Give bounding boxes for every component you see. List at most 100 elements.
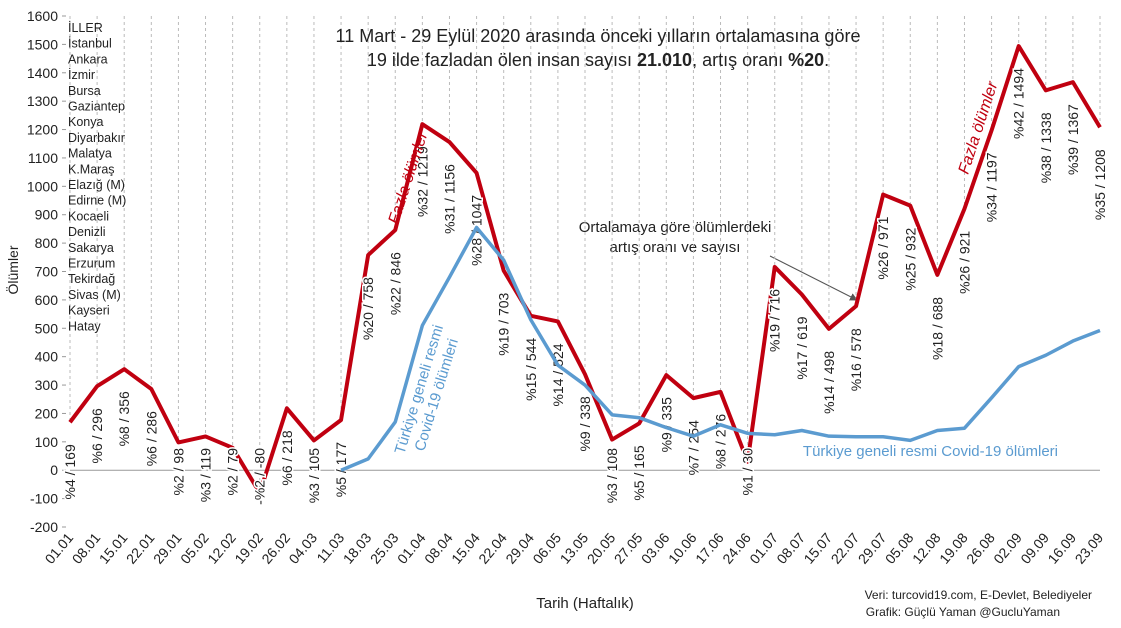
y-tick-label: 200 [35, 405, 59, 421]
x-tick-label: 01.04 [394, 529, 429, 566]
province: Konya [68, 115, 103, 129]
y-tick-label: 1600 [27, 8, 58, 24]
chart-title: 19 ilde fazladan ölen insan sayısı 21.01… [367, 50, 829, 70]
province: Sakarya [68, 241, 114, 255]
title-part: . [824, 50, 829, 70]
province: İLLER [68, 21, 103, 35]
data-label: %31 / 1156 [441, 164, 457, 234]
y-tick-label: 100 [35, 434, 59, 450]
data-label: %3 / 119 [198, 448, 214, 502]
data-label: %42 / 1494 [1011, 68, 1027, 139]
data-label: %39 / 1367 [1065, 104, 1081, 175]
annotation: artış oranı ve sayısı [610, 239, 741, 256]
data-label: %18 / 688 [929, 297, 945, 360]
province: Edirne (M) [68, 194, 126, 208]
data-label: %5 / 165 [631, 445, 647, 500]
title-part: 11 Mart - 29 Eylül 2020 arasında önceki … [336, 26, 861, 46]
data-label: %2 / 79 [225, 448, 241, 496]
x-tick-label: 15.01 [96, 529, 131, 566]
data-label: %34 / 1197 [984, 152, 1000, 222]
y-tick-label: 1500 [27, 36, 58, 52]
x-tick-label: 18.03 [340, 529, 375, 566]
x-tick-label: 19.02 [231, 529, 266, 566]
x-tick-label: 09.09 [1017, 529, 1052, 566]
y-tick-label: -200 [30, 519, 58, 535]
data-label: %26 / 921 [956, 231, 972, 294]
x-tick-label: 25.03 [367, 529, 402, 566]
data-label: %9 / 335 [658, 397, 674, 452]
title-part: , artış oranı [692, 50, 788, 70]
province: Sivas (M) [68, 288, 121, 302]
data-label: %8 / 276 [713, 414, 729, 469]
data-label: %6 / 286 [143, 411, 159, 466]
y-tick-label: -100 [30, 491, 58, 507]
y-tick-label: 600 [35, 292, 59, 308]
series-line [68, 44, 1102, 495]
data-label: %32 / 1219 [414, 146, 430, 217]
x-tick-label: 12.08 [909, 529, 944, 566]
x-tick-label: 29.01 [150, 529, 185, 566]
x-tick-label: 22.07 [828, 529, 863, 566]
province: Tekirdağ [68, 272, 115, 286]
province: Hatay [68, 319, 101, 333]
y-tick-label: 1400 [27, 65, 58, 81]
province: Kayseri [68, 304, 110, 318]
province: Ankara [68, 52, 108, 66]
data-label: %14 / 498 [821, 351, 837, 414]
x-tick-label: 19.08 [936, 529, 971, 566]
x-tick-label: 08.04 [421, 529, 456, 566]
y-tick-label: 400 [35, 349, 59, 365]
title-part: 19 ilde fazladan ölen insan sayısı [367, 50, 637, 70]
y-tick-label: 0 [50, 462, 58, 478]
annotation: Ortalamaya göre ölümlerdeki [579, 219, 772, 236]
x-tick-label: 26.02 [258, 529, 293, 566]
x-axis-title: Tarih (Haftalık) [536, 595, 634, 612]
x-tick-label: 02.09 [990, 529, 1025, 566]
data-label: %22 / 846 [387, 252, 403, 315]
province: Malatya [68, 147, 112, 161]
province: Diyarbakır [68, 131, 125, 145]
data-label: %3 / 108 [604, 448, 620, 503]
annotation: Türkiye geneli resmi Covid-19 ölümleri [803, 443, 1058, 460]
x-tick-label: 03.06 [638, 529, 673, 566]
y-tick-label: 1000 [27, 178, 58, 194]
x-tick-label: 29.04 [502, 529, 537, 566]
data-label: -%2 / -80 [252, 448, 268, 505]
x-tick-label: 15.04 [448, 529, 483, 566]
y-tick-label: 500 [35, 320, 59, 336]
x-tick-label: 26.08 [963, 529, 998, 566]
chart-title: 11 Mart - 29 Eylül 2020 arasında önceki … [336, 26, 861, 46]
y-axis-title: Ölümler [4, 245, 21, 294]
data-label: %25 / 932 [902, 227, 918, 290]
series-line [340, 225, 1101, 472]
title-part: 21.010 [637, 50, 692, 70]
source: Grafik: Güçlü Yaman @GucluYaman [866, 605, 1060, 619]
x-tick-label: 16.09 [1044, 529, 1079, 566]
data-label: %9 / 338 [577, 396, 593, 451]
y-tick-label: 1200 [27, 122, 58, 138]
data-label: %2 / 98 [170, 448, 186, 496]
title-part: %20 [788, 50, 824, 70]
y-tick-label: 700 [35, 264, 59, 280]
province: K.Maraş [68, 162, 115, 176]
data-label: %20 / 758 [360, 277, 376, 340]
province: Elazığ (M) [68, 178, 125, 192]
province: Gaziantep [68, 100, 125, 114]
x-tick-label: 17.06 [692, 529, 727, 566]
source: Veri: turcovid19.com, E-Devlet, Belediye… [865, 588, 1092, 602]
x-tick-label: 12.02 [204, 529, 239, 566]
x-tick-label: 27.05 [611, 529, 646, 566]
x-tick-label: 10.06 [665, 529, 700, 566]
data-label: %6 / 218 [279, 430, 295, 485]
province: Erzurum [68, 257, 115, 271]
data-label: %38 / 1338 [1038, 112, 1054, 183]
x-tick-label: 23.09 [1072, 529, 1107, 566]
x-tick-label: 08.01 [69, 529, 104, 566]
y-tick-label: 800 [35, 235, 59, 251]
data-label: %15 / 544 [523, 338, 539, 401]
x-tick-label: 15.07 [800, 529, 835, 566]
data-label: %17 / 619 [794, 316, 810, 379]
data-label: %19 / 703 [496, 292, 512, 355]
x-tick-label: 01.07 [746, 529, 781, 566]
